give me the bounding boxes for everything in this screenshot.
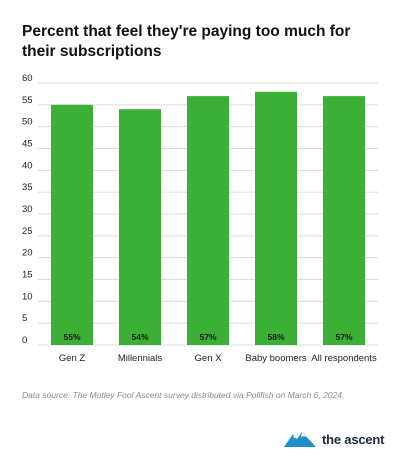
x-tick-label: Baby boomers bbox=[245, 353, 307, 364]
value-label: 57% bbox=[335, 332, 352, 342]
y-tick-label: 40 bbox=[22, 160, 33, 171]
bar bbox=[187, 96, 229, 345]
chart-title: Percent that feel they're paying too muc… bbox=[22, 23, 351, 60]
bar bbox=[323, 96, 365, 345]
bar bbox=[51, 104, 93, 345]
x-axis-ticks: Gen Z Millennials Gen X Baby boomers All res… bbox=[59, 353, 377, 364]
x-tick-label: Gen Z bbox=[59, 353, 86, 364]
bar bbox=[119, 109, 161, 345]
y-tick-label: 0 bbox=[22, 335, 27, 346]
y-tick-label: 15 bbox=[22, 270, 33, 281]
y-tick-label: 50 bbox=[22, 117, 33, 128]
x-tick-label: Gen X bbox=[195, 353, 223, 364]
value-label: 54% bbox=[131, 332, 148, 342]
x-tick-label: All respondents bbox=[311, 353, 377, 364]
y-tick-label: 55 bbox=[22, 95, 33, 106]
brand-logo: the ascent bbox=[283, 430, 385, 448]
value-label: 57% bbox=[199, 332, 216, 342]
y-tick-label: 5 bbox=[22, 313, 27, 324]
source-note: Data source: The Motley Fool Ascent surv… bbox=[22, 390, 345, 400]
y-tick-label: 35 bbox=[22, 182, 33, 193]
y-tick-label: 25 bbox=[22, 226, 33, 237]
bar-chart: 0 5 10 15 20 25 30 35 40 45 50 55 60 55% 54% 57% 58% 57%… bbox=[22, 73, 378, 364]
logo-text: the ascent bbox=[322, 431, 385, 447]
ascent-mountain-icon bbox=[284, 432, 316, 447]
y-tick-label: 10 bbox=[22, 291, 33, 302]
y-tick-label: 60 bbox=[22, 73, 33, 84]
bars bbox=[51, 91, 365, 345]
value-labels: 55% 54% 57% 58% 57% bbox=[63, 332, 352, 342]
y-tick-label: 30 bbox=[22, 204, 33, 215]
value-label: 58% bbox=[267, 332, 284, 342]
x-tick-label: Millennials bbox=[118, 353, 163, 364]
bar bbox=[255, 91, 297, 345]
y-tick-label: 20 bbox=[22, 248, 33, 259]
value-label: 55% bbox=[63, 332, 80, 342]
y-tick-label: 45 bbox=[22, 139, 33, 150]
y-axis-ticks: 0 5 10 15 20 25 30 35 40 45 50 55 60 bbox=[22, 73, 33, 346]
